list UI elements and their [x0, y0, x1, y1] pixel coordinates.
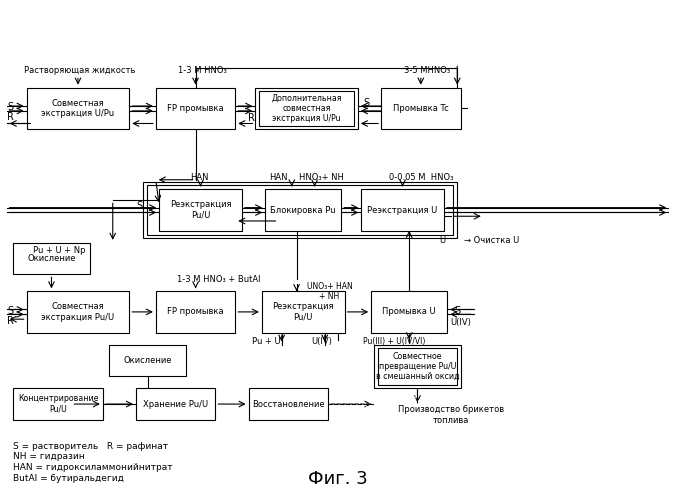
Text: R: R	[7, 316, 14, 326]
Bar	[249, 388, 328, 420]
Text: HNO₃+ NH: HNO₃+ NH	[299, 173, 344, 182]
Bar	[136, 388, 216, 420]
Text: Pu(III) + U(IV/VI): Pu(III) + U(IV/VI)	[363, 338, 426, 346]
Text: → Очистка U: → Очистка U	[464, 236, 519, 245]
Text: Реэкстракция
Pu/U: Реэкстракция Pu/U	[272, 302, 334, 322]
Text: Восстановление: Восстановление	[252, 400, 324, 408]
Text: HAN: HAN	[269, 173, 287, 182]
Bar	[256, 88, 358, 129]
Text: Производство брикетов
топлива: Производство брикетов топлива	[397, 406, 504, 424]
Bar	[361, 190, 444, 230]
Text: Хранение Pu/U: Хранение Pu/U	[143, 400, 208, 408]
Text: R: R	[7, 112, 14, 122]
Bar	[155, 88, 235, 129]
Text: Концентрирование
Pu/U: Концентрирование Pu/U	[18, 394, 98, 414]
Text: Совместная
экстракция U/Pu: Совместная экстракция U/Pu	[41, 98, 114, 118]
Text: S: S	[137, 202, 143, 211]
Bar	[375, 344, 460, 389]
Text: 1-3 М HNO₃ + ButAl: 1-3 М HNO₃ + ButAl	[177, 275, 260, 284]
Bar	[159, 190, 242, 230]
Text: Совместная
экстракция Pu/U: Совместная экстракция Pu/U	[41, 302, 114, 322]
Text: UNO₃+ HAN
+ NH: UNO₃+ HAN + NH	[306, 282, 352, 301]
Text: U(IV): U(IV)	[451, 318, 471, 328]
Text: Фиг. 3: Фиг. 3	[308, 470, 368, 488]
Text: S: S	[454, 306, 460, 316]
Text: NH = гидразин: NH = гидразин	[14, 452, 85, 462]
Text: HAN = гидроксиламмонийнитрат: HAN = гидроксиламмонийнитрат	[14, 463, 173, 472]
Bar	[262, 292, 345, 333]
Text: HAN: HAN	[190, 173, 208, 182]
Bar	[14, 243, 89, 274]
Text: Pu + U + Np: Pu + U + Np	[33, 246, 86, 254]
Text: Реэкстракция
Pu/U: Реэкстракция Pu/U	[170, 200, 231, 220]
Text: Блокировка Pu: Блокировка Pu	[270, 206, 336, 214]
Text: Промывка U: Промывка U	[383, 308, 436, 316]
Text: FP промывка: FP промывка	[167, 104, 224, 112]
Text: S = растворитель   R = рафинат: S = растворитель R = рафинат	[14, 442, 168, 450]
Bar	[147, 185, 454, 235]
Bar	[143, 182, 457, 238]
Bar	[110, 344, 186, 376]
Bar	[26, 88, 129, 129]
Text: Окисление: Окисление	[27, 254, 76, 263]
Text: Дополнительная
совместная
экстракция U/Pu: Дополнительная совместная экстракция U/P…	[271, 94, 342, 123]
Bar	[371, 292, 448, 333]
Text: Растворяющая жидкость: Растворяющая жидкость	[24, 66, 135, 76]
Text: ButAl = бутиральдегид: ButAl = бутиральдегид	[14, 474, 124, 482]
Text: U: U	[439, 236, 445, 245]
Bar	[14, 388, 103, 420]
Bar	[379, 348, 456, 386]
Text: FP промывка: FP промывка	[167, 308, 224, 316]
Bar	[259, 90, 354, 126]
Text: Pu + U: Pu + U	[252, 338, 281, 346]
Text: 0-0.05 М  HNO₃: 0-0.05 М HNO₃	[389, 173, 453, 182]
Text: U(IV): U(IV)	[311, 338, 332, 346]
Text: S: S	[363, 98, 369, 108]
Bar	[26, 292, 129, 333]
Text: Совместное
превращение Pu/U
в смешанный оксид: Совместное превращение Pu/U в смешанный …	[376, 352, 459, 382]
Text: 1-3 М HNO₃: 1-3 М HNO₃	[178, 66, 226, 76]
Text: Реэкстракция U: Реэкстракция U	[368, 206, 438, 214]
Text: S: S	[7, 102, 14, 112]
Text: 3-5 МHNO₃: 3-5 МHNO₃	[404, 66, 450, 76]
Text: Окисление: Окисление	[123, 356, 172, 365]
Bar	[381, 88, 460, 129]
Text: R: R	[248, 112, 256, 122]
Bar	[265, 190, 341, 230]
Text: S: S	[7, 306, 14, 316]
Bar	[155, 292, 235, 333]
Text: Промывка Tc: Промывка Tc	[393, 104, 449, 112]
